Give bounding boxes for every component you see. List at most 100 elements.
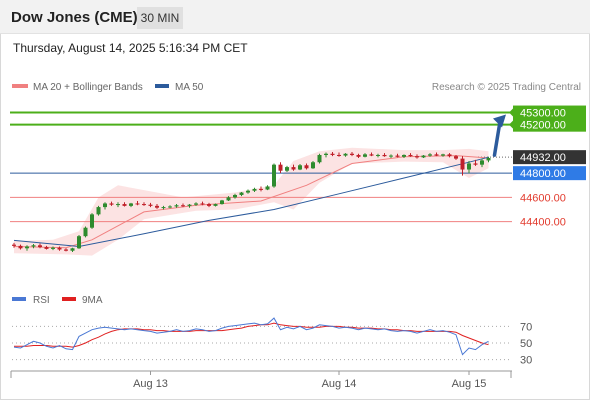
- candle: [324, 152, 328, 158]
- candle-body: [415, 156, 419, 158]
- candle-body: [421, 155, 426, 158]
- candle: [473, 159, 478, 166]
- candle-body: [18, 245, 23, 249]
- candle: [304, 163, 309, 170]
- candle-body: [148, 204, 153, 206]
- candle: [363, 153, 367, 158]
- ma20-line: [13, 155, 489, 249]
- candle-body: [135, 203, 140, 205]
- candle-body: [64, 249, 68, 251]
- candle-body: [272, 164, 276, 187]
- price-label-4: 44600.00: [520, 192, 566, 204]
- candle-body: [428, 154, 432, 156]
- candle-body: [70, 248, 75, 251]
- candle-body: [350, 153, 354, 155]
- price-label-1: 45200.00: [509, 117, 586, 132]
- candle: [428, 153, 432, 157]
- candle: [70, 247, 75, 252]
- price-label-box: [513, 166, 586, 181]
- candle: [382, 153, 387, 157]
- candle-body: [233, 194, 237, 198]
- candle-body: [480, 160, 484, 165]
- candle-body: [90, 214, 94, 228]
- candle-body: [447, 154, 452, 157]
- candle: [311, 161, 315, 169]
- candle: [467, 161, 471, 174]
- instrument-title: Dow Jones (CME): [11, 9, 138, 26]
- moving-averages: [13, 155, 489, 249]
- candle: [337, 152, 341, 157]
- candle-body: [174, 205, 179, 207]
- candle-body: [298, 165, 302, 170]
- candle-body: [200, 203, 205, 205]
- candle: [135, 201, 140, 206]
- price-label-text: 44932.00: [520, 152, 566, 164]
- candle-body: [129, 203, 133, 206]
- candle-body: [259, 188, 263, 190]
- candle-body: [239, 192, 244, 195]
- candle: [220, 199, 224, 205]
- candle: [142, 202, 146, 206]
- candle-body: [376, 154, 380, 156]
- candle: [376, 153, 380, 158]
- candle: [25, 245, 29, 251]
- candle-body: [116, 204, 120, 206]
- candle-body: [304, 165, 309, 169]
- timeframe-button[interactable]: 30 MIN: [137, 7, 183, 29]
- price-label-pointer: [509, 108, 513, 117]
- candle-body: [363, 154, 367, 157]
- candle-body: [454, 156, 458, 159]
- candle-body: [467, 163, 471, 170]
- candle-body: [168, 206, 172, 208]
- time-tick-label-2: Aug 15: [452, 378, 487, 390]
- candle-body: [181, 205, 185, 207]
- candle-body: [246, 190, 250, 193]
- candle: [103, 202, 107, 210]
- rsi-tick-label-70: 70: [520, 321, 532, 333]
- candle-body: [343, 153, 348, 156]
- candle-body: [142, 204, 146, 206]
- candle-body: [311, 162, 315, 169]
- candle: [343, 153, 348, 157]
- candle: [265, 185, 270, 191]
- candle: [64, 248, 68, 252]
- candle: [239, 191, 244, 197]
- price-label-text: 45300.00: [520, 108, 566, 120]
- candle: [421, 154, 426, 158]
- candle-body: [213, 204, 218, 206]
- price-label-box: [513, 150, 586, 165]
- candle: [402, 154, 406, 158]
- candle-body: [337, 154, 341, 156]
- price-label-pointer: [509, 120, 513, 129]
- candle: [226, 196, 231, 202]
- candle-body: [460, 158, 465, 170]
- candle-body: [96, 207, 101, 215]
- candle-body: [194, 203, 198, 205]
- candle: [369, 152, 374, 157]
- rsi-ma-legend-label: 9MA: [82, 295, 103, 306]
- candle-body: [25, 246, 29, 249]
- candle-body: [402, 154, 406, 157]
- time-axis: Aug 13 Aug 14 Aug 15: [10, 370, 512, 390]
- candle: [148, 202, 153, 208]
- rsi-tick-label-30: 30: [520, 355, 532, 367]
- candle-body: [51, 247, 55, 249]
- candlesticks: [12, 151, 491, 252]
- candle-body: [226, 197, 231, 201]
- candle-body: [12, 244, 16, 246]
- candle: [83, 226, 88, 238]
- timestamp: Thursday, August 14, 2025 5:16:34 PM CET: [13, 41, 248, 55]
- rsi-legend-label: RSI: [33, 295, 50, 306]
- candle: [161, 205, 166, 210]
- candle: [415, 154, 419, 159]
- candle: [246, 189, 250, 194]
- candle: [486, 156, 491, 163]
- candle: [408, 153, 413, 157]
- candle: [480, 158, 484, 168]
- candle-body: [38, 245, 42, 248]
- candle-body: [408, 154, 413, 157]
- candle: [116, 202, 120, 208]
- candle: [298, 164, 302, 171]
- candle: [272, 163, 276, 188]
